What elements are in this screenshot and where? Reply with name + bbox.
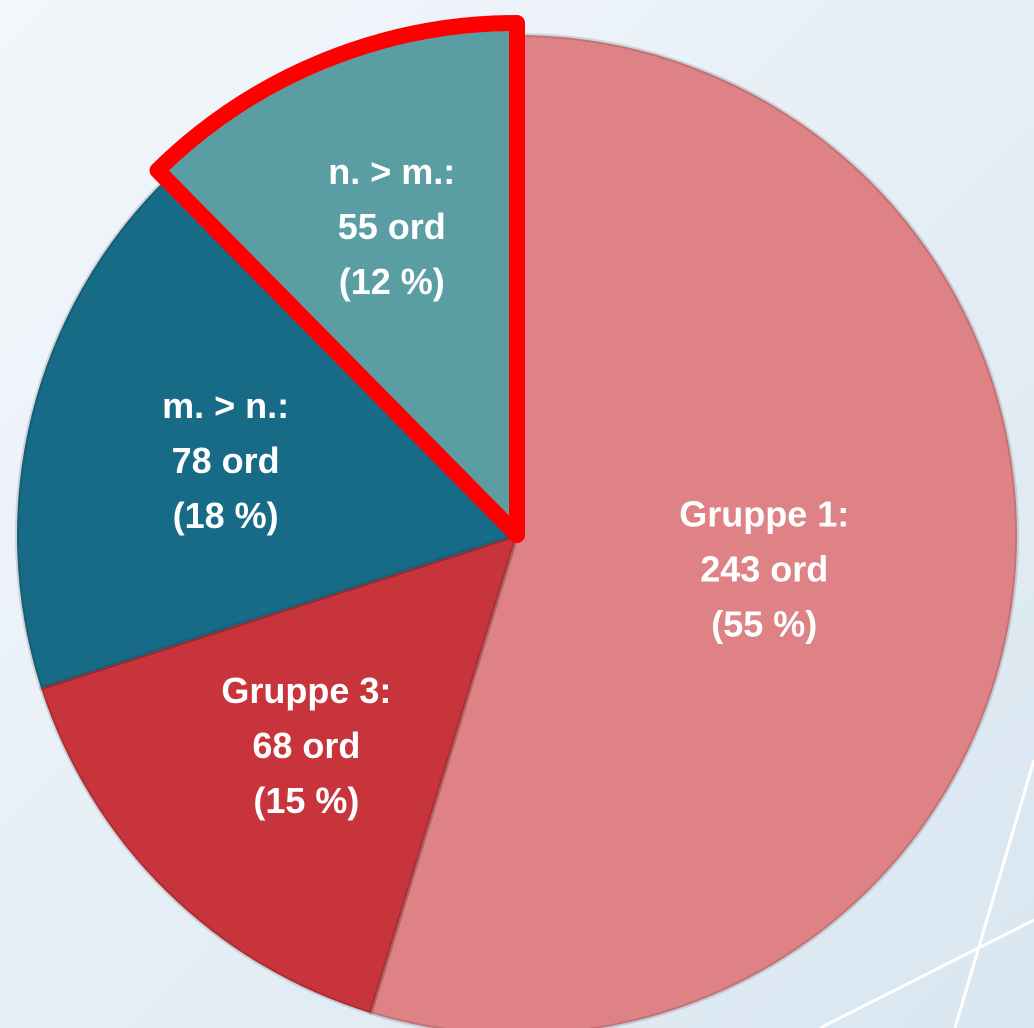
- value-label: 78 ord: [172, 440, 280, 481]
- pie-slice: [15, 176, 519, 691]
- category-label: m. > n.:: [162, 385, 289, 426]
- value-label: 55 ord: [338, 206, 446, 247]
- category-label: Gruppe 3:: [221, 670, 391, 711]
- labels: Gruppe 1: 243 ord (55 %) Gruppe 3: 68 ord (15…: [162, 151, 849, 821]
- percentage-label: (15 %): [253, 780, 359, 821]
- percentage-label: (12 %): [339, 261, 445, 302]
- category-label: n. > m.:: [328, 151, 455, 192]
- percentage-label: (18 %): [173, 495, 279, 536]
- value-label: 68 ord: [252, 725, 360, 766]
- value-label: 243 ord: [700, 549, 828, 590]
- pie-slice: [149, 15, 525, 543]
- category-label: Gruppe 1:: [679, 494, 849, 535]
- pie-slice: [368, 33, 1019, 1028]
- decor-lines: [819, 759, 1034, 1028]
- pie-slice: [39, 533, 519, 1016]
- percentage-label: (55 %): [711, 604, 817, 645]
- pie: [15, 15, 1019, 1028]
